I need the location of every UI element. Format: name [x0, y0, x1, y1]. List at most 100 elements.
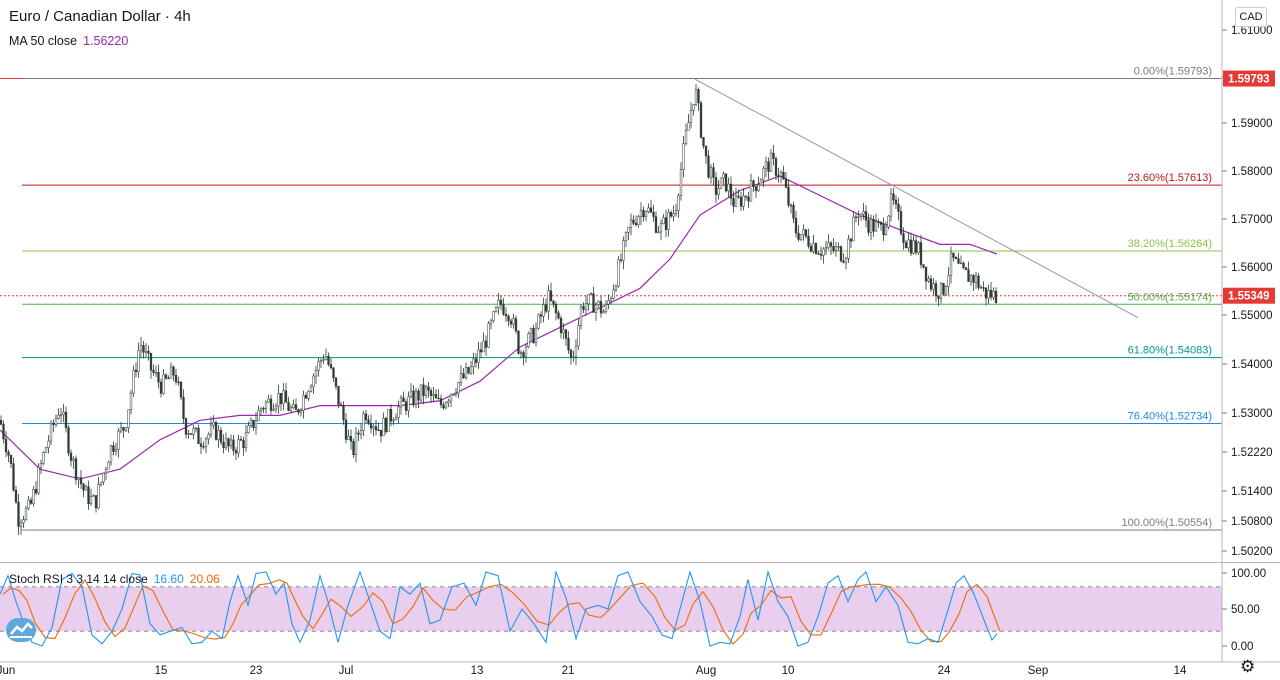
- candle-body: [849, 238, 853, 242]
- candle-body: [819, 253, 823, 256]
- candle-body: [42, 452, 45, 464]
- candle-body: [164, 374, 168, 379]
- gear-icon[interactable]: ⚙: [1240, 657, 1256, 676]
- candle-body: [162, 374, 165, 394]
- candle-body: [494, 307, 498, 312]
- candle-body: [579, 306, 583, 326]
- candle-body: [599, 301, 603, 314]
- price-badge-label: 1.59793: [1228, 74, 1270, 86]
- candle-body: [719, 177, 723, 189]
- candle-body: [844, 258, 848, 263]
- candle-body: [7, 451, 10, 456]
- currency-badge[interactable]: CAD: [1235, 7, 1267, 27]
- candle-body: [804, 229, 808, 237]
- candle-body: [314, 369, 318, 377]
- stoch-legend[interactable]: Stoch RSI 3 3 14 14 close 16.60 20.06: [9, 572, 220, 586]
- stoch-d-line: [2, 578, 1001, 645]
- candle-body: [339, 404, 343, 406]
- candle-body: [404, 401, 408, 411]
- candle-body: [254, 420, 258, 428]
- price-badge: [1223, 70, 1275, 87]
- x-tick-label: Aug: [696, 665, 716, 677]
- candle-body: [207, 434, 210, 440]
- candle-body: [697, 89, 700, 104]
- trendline[interactable]: [694, 78, 1139, 319]
- candle-body: [639, 209, 643, 217]
- candle-body: [84, 486, 88, 491]
- candle-body: [89, 496, 93, 505]
- candle-body: [32, 488, 35, 504]
- candle-body: [742, 195, 745, 207]
- candle-body: [577, 325, 580, 347]
- fib-label: 50.00%(1.55174): [1128, 291, 1212, 303]
- candle-body: [369, 422, 373, 429]
- ma-legend[interactable]: MA 50 close 1.56220: [9, 34, 128, 48]
- candle-body: [542, 304, 545, 317]
- candle-body: [597, 301, 600, 305]
- candle-body: [592, 293, 595, 313]
- candle-body: [17, 501, 20, 527]
- candle-body: [364, 413, 368, 421]
- candle-body: [432, 394, 435, 396]
- candle-body: [29, 499, 33, 504]
- x-tick-label: 14: [1174, 665, 1187, 677]
- candle-body: [174, 375, 178, 383]
- candle-body: [424, 386, 428, 396]
- candle-body: [747, 196, 750, 202]
- candle-body: [739, 196, 743, 207]
- candle-body: [147, 350, 150, 354]
- candle-body: [309, 386, 313, 392]
- tradingview-logo-icon[interactable]: [6, 618, 36, 642]
- candle-body: [922, 264, 925, 268]
- candle-body: [927, 278, 930, 282]
- candle-body: [99, 481, 103, 485]
- candle-body: [737, 195, 740, 198]
- candle-body: [504, 314, 508, 317]
- fib-label: 38.20%(1.56264): [1128, 238, 1212, 250]
- x-tick-label: Sep: [1028, 665, 1048, 677]
- candle-body: [232, 439, 235, 451]
- candle-body: [567, 338, 570, 351]
- candle-body: [427, 386, 430, 391]
- candle-body: [954, 257, 958, 259]
- candle-body: [37, 467, 40, 494]
- candle-body: [692, 104, 695, 111]
- symbol-title[interactable]: Euro / Canadian Dollar · 4h: [9, 8, 191, 25]
- candle-body: [732, 198, 735, 207]
- candle-body: [49, 422, 53, 442]
- candle-body: [487, 323, 490, 348]
- candle-body: [924, 266, 928, 282]
- candle-body: [887, 215, 890, 228]
- candle-body: [402, 397, 405, 402]
- candle-body: [22, 519, 25, 524]
- candle-body: [269, 398, 273, 411]
- candle-body: [69, 452, 73, 461]
- y-tick-label: 1.51400: [1231, 486, 1273, 498]
- candle-body: [492, 311, 495, 322]
- candle-body: [587, 294, 590, 304]
- candle-body: [444, 402, 448, 409]
- candle-body: [384, 418, 388, 432]
- candle-body: [514, 318, 518, 332]
- candle-body: [632, 219, 635, 224]
- candle-body: [722, 173, 725, 179]
- candle-body: [102, 472, 105, 483]
- candle-body: [324, 355, 328, 360]
- fibonacci-levels[interactable]: 0.00%(1.59793) 23.60%(1.57613) 38.20%(1.56…: [0, 66, 1222, 531]
- candle-body: [47, 440, 50, 448]
- ma-label: MA 50 close: [9, 34, 78, 48]
- candle-body: [267, 398, 270, 403]
- candle-body: [554, 304, 558, 314]
- candle-body: [64, 411, 68, 428]
- candle-body: [227, 438, 230, 447]
- candle-body: [179, 382, 183, 398]
- candle-body: [709, 167, 713, 178]
- candle-body: [149, 353, 153, 371]
- candle-body: [14, 489, 18, 503]
- candle-body: [559, 317, 563, 334]
- candle-body: [957, 258, 960, 264]
- candle-body: [109, 445, 113, 463]
- x-tick-label: Jun: [0, 665, 15, 677]
- candle-body: [612, 289, 615, 299]
